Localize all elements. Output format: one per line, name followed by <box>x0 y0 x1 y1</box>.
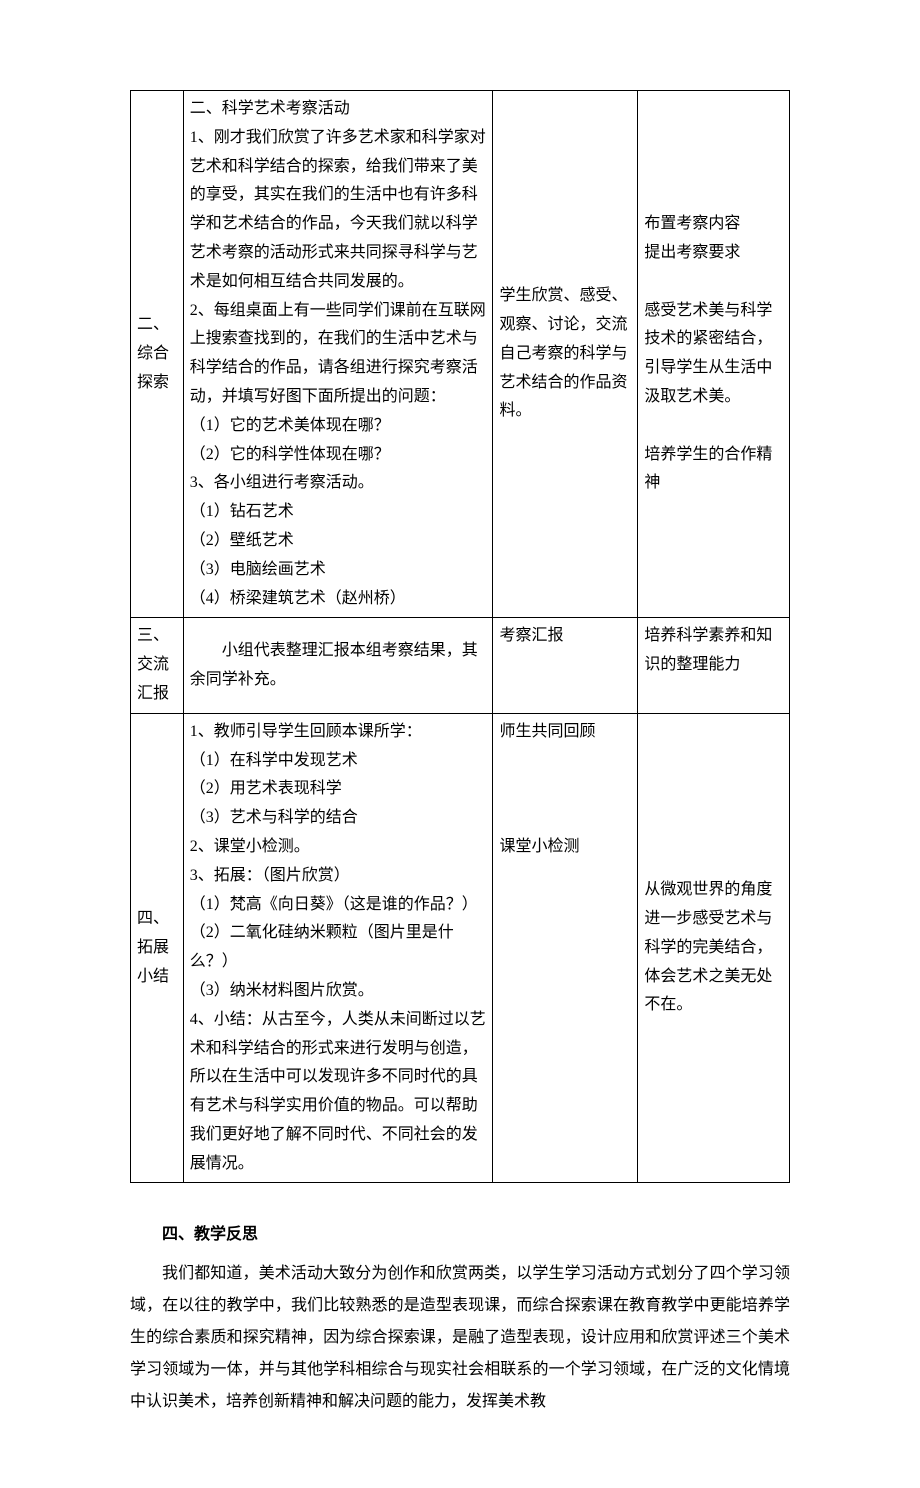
row1-design-intent: 布置考察内容 提出考察要求 感受艺术美与科学技术的紧密结合，引导学生从生活中汲取… <box>638 91 790 618</box>
row3-student-activity: 师生共同回顾 课堂小检测 <box>493 713 638 1183</box>
reflection-paragraph: 我们都知道，美术活动大致分为创作和欣赏两类，以学生学习活动方式划分了四个学习领域… <box>130 1258 790 1418</box>
row2-student-activity: 考察汇报 <box>493 618 638 713</box>
table-row: 四、 拓展 小结 1、教师引导学生回顾本课所学： （1）在科学中发现艺术 （2）… <box>131 713 790 1183</box>
table-row: 二、 综合 探索 二、科学艺术考察活动 1、刚才我们欣赏了许多艺术家和科学家对艺… <box>131 91 790 618</box>
row2-label: 三、 交流 汇报 <box>131 618 184 713</box>
row1-teacher-activity: 二、科学艺术考察活动 1、刚才我们欣赏了许多艺术家和科学家对艺术和科学结合的探索… <box>183 91 493 618</box>
row3-teacher-activity: 1、教师引导学生回顾本课所学： （1）在科学中发现艺术 （2）用艺术表现科学 （… <box>183 713 493 1183</box>
row2-teacher-activity: 小组代表整理汇报本组考察结果，其余同学补充。 <box>183 618 493 713</box>
table-row: 三、 交流 汇报 小组代表整理汇报本组考察结果，其余同学补充。 考察汇报 培养科… <box>131 618 790 713</box>
row2-design-intent: 培养科学素养和知识的整理能力 <box>638 618 790 713</box>
row1-student-activity: 学生欣赏、感受、观察、讨论，交流自己考察的科学与艺术结合的作品资料。 <box>493 91 638 618</box>
row1-label: 二、 综合 探索 <box>131 91 184 618</box>
lesson-plan-table: 二、 综合 探索 二、科学艺术考察活动 1、刚才我们欣赏了许多艺术家和科学家对艺… <box>130 90 790 1183</box>
reflection-title: 四、教学反思 <box>130 1221 790 1250</box>
row3-design-intent: 从微观世界的角度进一步感受艺术与科学的完美结合，体会艺术之美无处不在。 <box>638 713 790 1183</box>
row3-label: 四、 拓展 小结 <box>131 713 184 1183</box>
